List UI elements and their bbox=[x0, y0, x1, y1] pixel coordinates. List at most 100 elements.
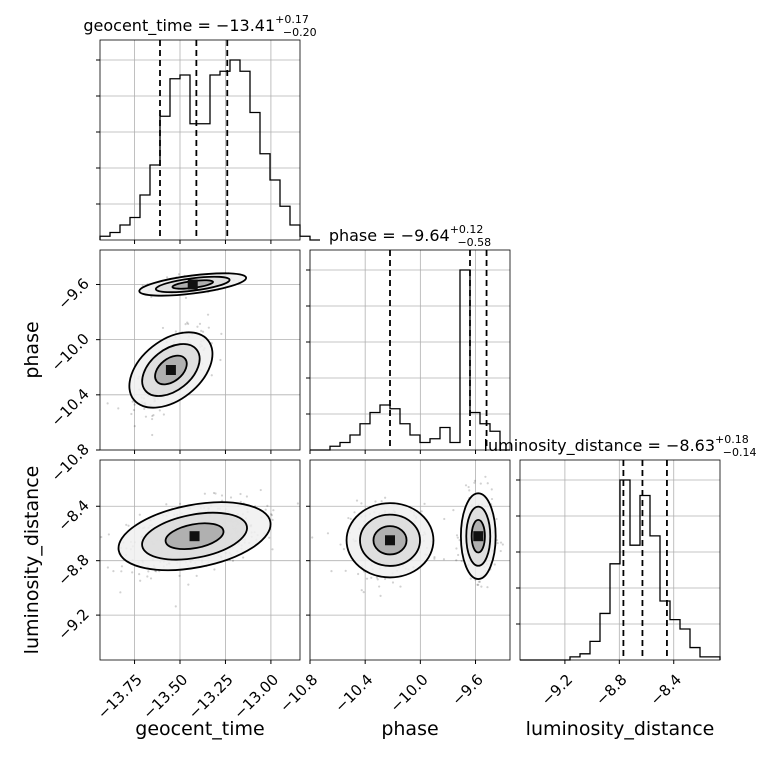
sample-point bbox=[259, 488, 262, 492]
sample-point bbox=[107, 533, 110, 536]
sample-point bbox=[165, 503, 168, 506]
sample-point bbox=[151, 417, 154, 421]
density-peak bbox=[189, 531, 200, 542]
sample-point bbox=[146, 575, 149, 578]
hist-panel-geocent-time bbox=[96, 39, 320, 244]
sample-point bbox=[158, 409, 161, 412]
sample-point bbox=[120, 565, 124, 568]
sample-point bbox=[207, 326, 210, 329]
sample-point bbox=[455, 534, 459, 537]
contour-line bbox=[117, 501, 272, 572]
contour-line bbox=[470, 518, 486, 554]
sample-point bbox=[355, 499, 359, 502]
sample-point bbox=[229, 496, 233, 499]
sample-point bbox=[130, 412, 133, 416]
panel-frame bbox=[99, 249, 301, 451]
sample-point bbox=[125, 523, 128, 526]
x-tick-label: −8.4 bbox=[647, 671, 685, 709]
contour-line bbox=[154, 354, 188, 386]
sample-point bbox=[178, 574, 181, 577]
sample-point bbox=[420, 510, 423, 513]
sample-point bbox=[456, 536, 459, 539]
sample-point bbox=[455, 559, 458, 562]
sample-point bbox=[347, 516, 350, 520]
sample-point bbox=[174, 605, 177, 608]
ylabel-luminosity-distance: luminosity_distance bbox=[21, 466, 43, 655]
density-peak bbox=[187, 279, 198, 290]
sample-point bbox=[468, 489, 471, 492]
sample-point bbox=[213, 568, 216, 571]
sample-point bbox=[133, 403, 136, 406]
x-tick-label: −13.00 bbox=[230, 671, 282, 723]
sample-point bbox=[326, 532, 330, 535]
sample-point bbox=[484, 475, 487, 478]
x-tick-label: −9.6 bbox=[448, 671, 486, 709]
sample-point bbox=[266, 504, 269, 507]
plot-panels: −10.8−10.4−10.0−9.6−9.2−8.8−8.4−13.75−13… bbox=[48, 39, 721, 723]
sample-point bbox=[486, 482, 489, 485]
contour-line bbox=[141, 511, 248, 561]
sample-point bbox=[131, 571, 134, 574]
panel-frame bbox=[519, 459, 721, 661]
sample-point bbox=[144, 415, 148, 418]
sample-point bbox=[245, 495, 249, 498]
contour-line bbox=[345, 502, 435, 579]
sample-point bbox=[127, 524, 130, 527]
sample-point bbox=[203, 492, 206, 495]
sample-point bbox=[452, 509, 455, 512]
sample-point bbox=[186, 321, 189, 324]
sample-point bbox=[375, 576, 378, 579]
sample-point bbox=[161, 326, 165, 330]
sample-point bbox=[384, 496, 387, 499]
sample-point bbox=[106, 402, 109, 405]
sample-point bbox=[433, 557, 436, 560]
sample-point bbox=[464, 484, 468, 487]
title-phase: phase = −9.64+0.12 −0.58 bbox=[329, 223, 491, 249]
title-luminosity-distance: luminosity_distance = −8.63+0.18 −0.14 bbox=[484, 433, 757, 459]
sample-point bbox=[480, 585, 483, 588]
sample-point bbox=[201, 330, 205, 333]
sample-point bbox=[460, 559, 463, 563]
sample-point bbox=[220, 494, 224, 497]
sample-point bbox=[177, 273, 181, 276]
sample-point bbox=[184, 323, 187, 326]
contour-line bbox=[128, 331, 214, 409]
sample-point bbox=[493, 563, 496, 566]
sample-point bbox=[187, 322, 190, 325]
contour-line bbox=[154, 275, 231, 294]
sample-point bbox=[476, 583, 479, 586]
sample-point bbox=[353, 511, 356, 514]
sample-point bbox=[486, 586, 489, 589]
y-tick-label: −8.8 bbox=[54, 551, 92, 589]
histogram-geocent-time bbox=[99, 59, 320, 241]
panel-frame bbox=[99, 459, 301, 661]
sample-point bbox=[501, 543, 504, 546]
histogram-phase bbox=[310, 269, 510, 451]
sample-point bbox=[147, 570, 150, 573]
x-tick-label: −9.2 bbox=[538, 671, 576, 709]
contour-line bbox=[459, 492, 497, 580]
sample-point bbox=[152, 414, 155, 417]
sample-point bbox=[499, 541, 503, 544]
sample-point bbox=[119, 591, 122, 594]
sample-point bbox=[374, 500, 377, 503]
sample-point bbox=[187, 583, 190, 586]
panel-content bbox=[106, 272, 248, 437]
y-tick-label: −9.2 bbox=[54, 605, 92, 643]
sample-point bbox=[155, 570, 158, 573]
sample-point bbox=[184, 296, 188, 299]
sample-point bbox=[271, 518, 274, 521]
xlabel-geocent-time: geocent_time bbox=[135, 718, 264, 740]
sample-point bbox=[477, 583, 480, 586]
sample-point bbox=[442, 558, 446, 561]
ylabel-phase: phase bbox=[21, 321, 43, 378]
x-tick-label: −13.50 bbox=[139, 671, 191, 723]
sample-point bbox=[151, 433, 154, 437]
sample-point bbox=[272, 509, 275, 512]
sample-point bbox=[360, 589, 363, 592]
x-tick-label: −8.8 bbox=[592, 671, 630, 709]
sample-point bbox=[239, 492, 242, 496]
histogram-luminosity-distance bbox=[520, 479, 721, 661]
sample-point bbox=[270, 514, 273, 517]
